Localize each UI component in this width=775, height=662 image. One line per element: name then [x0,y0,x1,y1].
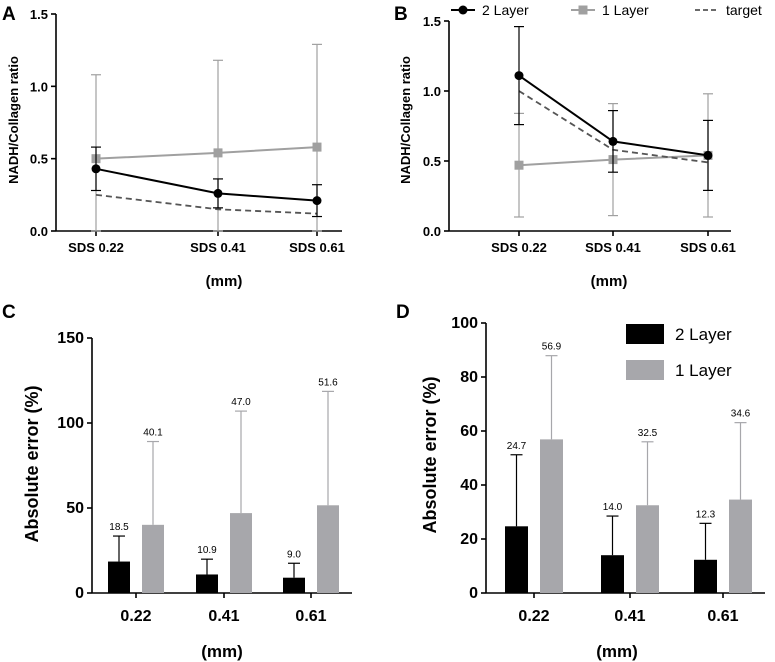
p3-y-tick-label: 0 [469,585,478,602]
p2-bar-2-layer [108,561,130,593]
p0-data-point [213,148,223,158]
p2-x-tick-label: 0.61 [295,608,326,625]
p3-x-tick-label: 0.22 [518,608,549,625]
p1-data-point [703,150,713,160]
legend-b-marker [458,5,468,15]
p2-y-tick-label: 100 [57,415,84,432]
p1-x-tick-label: SDS 0.61 [680,240,736,255]
x-axis-unit-d: (mm) [596,642,638,661]
p1-y-tick-label: 1.0 [423,84,441,99]
p1-data-point [514,160,524,170]
p3-bar-data-label: 12.3 [696,509,716,520]
p3-bar-data-label: 56.9 [542,342,562,353]
p2-bar-1-layer [230,513,252,593]
p0-y-tick-label: 1.5 [30,7,48,22]
p3-y-tick-label: 20 [460,531,478,548]
p1-x-tick-label: SDS 0.22 [491,240,547,255]
p2-bar-1-layer [142,524,164,593]
legend-d-label: 2 Layer [675,325,732,344]
p3-bar-2-layer [505,526,528,593]
p2-bar-data-label: 47.0 [231,397,251,408]
p2-y-tick-label: 150 [57,330,84,347]
p3-x-tick-label: 0.41 [614,608,645,625]
p0-data-point [213,188,223,198]
p1-y-tick-label: 0.0 [423,224,441,239]
y-axis-label-c: Absolute error (%) [22,385,42,542]
x-axis-unit-c: (mm) [201,642,243,661]
p2-bar-data-label: 51.6 [318,377,338,388]
panel-letter-c: C [2,302,16,323]
p0-x-tick-label: SDS 0.22 [68,240,124,255]
p3-bar-data-label: 24.7 [507,441,527,452]
p3-bar-data-label: 32.5 [638,428,658,439]
p2-bar-2-layer [196,574,218,593]
p1-y-tick-label: 0.5 [423,154,441,169]
legend-d-swatch [626,324,664,344]
panel-letter-b: B [394,4,408,25]
p2-bar-data-label: 18.5 [109,522,129,533]
p3-x-tick-label: 0.61 [707,608,738,625]
p3-bar-data-label: 34.6 [731,409,751,420]
legend-d-label: 1 Layer [675,361,732,380]
y-axis-label-d: Absolute error (%) [420,376,440,533]
p1-data-point [608,136,618,146]
p0-data-point [312,142,322,152]
panel-b: B NADH/Collagen ratio (mm) 2 Layer 1 Laye… [394,2,762,290]
p3-y-tick-label: 100 [451,315,478,332]
p0-series-line-target [95,193,318,215]
p3-bar-1-layer [729,499,752,593]
p3-y-tick-label: 60 [460,423,478,440]
p0-y-tick-label: 0.0 [30,224,48,239]
p2-y-tick-label: 0 [75,585,84,602]
p2-bar-1-layer [317,505,339,593]
p2-bar-2-layer [283,577,305,593]
legend-b: 2 Layer 1 Layer target [451,2,762,18]
x-axis-unit-b: (mm) [591,273,628,290]
p2-x-tick-label: 0.41 [208,608,239,625]
y-axis-label-b: NADH/Collagen ratio [398,56,413,184]
legend-d-swatch [626,360,664,380]
legend-b-marker [578,5,588,15]
p1-y-tick-label: 1.5 [423,14,441,29]
p3-bar-2-layer [694,559,717,593]
panel-a: A NADH/Collagen ratio (mm) 0.0 0.5 1.0 1.5 S… [2,4,345,290]
legend-d: 2 Layer 1 Layer [626,324,732,380]
panel-letter-a: A [2,4,16,25]
p0-data-point [91,164,101,174]
x-axis-unit-a: (mm) [206,273,243,290]
p3-y-tick-label: 80 [460,369,478,386]
y-axis-label-a: NADH/Collagen ratio [6,56,21,184]
panel-letter-d: D [396,302,410,323]
legend-b-label: 2 Layer [482,2,529,18]
p3-bar-1-layer [636,505,659,593]
panel-d: D Absolute error (%) (mm) 2 Layer 1 Layer… [396,302,765,661]
p0-series-line-1-layer [95,146,318,160]
p3-bar-1-layer [540,439,563,593]
p3-bar-data-label: 14.0 [603,502,623,513]
p1-x-tick-label: SDS 0.41 [585,240,641,255]
panel-c: C Absolute error (%) (mm) 0 50 100 150 0.22 0… [2,302,352,661]
p2-bar-data-label: 9.0 [287,549,301,560]
p2-bar-data-label: 40.1 [143,428,163,439]
legend-b-label: 1 Layer [602,2,649,18]
p2-y-tick-label: 50 [66,500,84,517]
p2-x-tick-label: 0.22 [120,608,151,625]
p0-series-line-2-layer [95,167,318,202]
p0-data-point [312,196,322,206]
p2-bar-data-label: 10.9 [197,545,217,556]
p3-y-tick-label: 40 [460,477,478,494]
p0-y-tick-label: 1.0 [30,79,48,94]
p3-bar-2-layer [601,555,624,593]
p1-data-point [514,71,524,81]
p0-y-tick-label: 0.5 [30,152,48,167]
p0-x-tick-label: SDS 0.41 [190,240,246,255]
p0-x-tick-label: SDS 0.61 [289,240,345,255]
legend-b-label: target [726,2,762,18]
